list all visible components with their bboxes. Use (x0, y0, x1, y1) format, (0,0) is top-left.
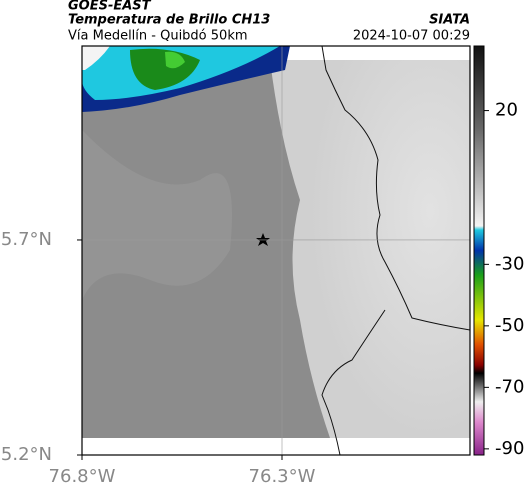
clear-patch (82, 46, 110, 70)
y-tick-label: 5.2°N (1, 444, 52, 465)
colorbar-tick-label: -50 (495, 315, 524, 336)
colorbar-tick-label: -30 (495, 253, 524, 274)
colorbar-tick-label: -90 (495, 438, 524, 459)
route: Vía Medellín - Quibdó 50km (68, 29, 248, 44)
warm-area (270, 60, 470, 438)
colorbar (473, 45, 485, 456)
satellite: GOES-EAST (68, 0, 152, 14)
coldest-core-inner (165, 51, 185, 69)
map-frame (81, 45, 471, 456)
x-tick-label: 76.3°W (249, 466, 316, 487)
border-line (321, 45, 471, 456)
source: SIATA (429, 13, 470, 28)
cloud-texture (82, 130, 232, 300)
x-tick-label: 76.8°W (49, 466, 116, 487)
satellite-image (82, 45, 471, 456)
colorbar-tick-label: -70 (495, 376, 524, 397)
y-tick-label: 5.7°N (1, 229, 52, 250)
timestamp: 2024-10-07 00:29 (353, 29, 470, 44)
product: Temperatura de Brillo CH13 (68, 13, 270, 28)
axes: 76.8°W 76.3°W 5.2°N 5.7°N 20 -30 -50 -70 -90 (1, 46, 524, 487)
location-star (256, 233, 270, 246)
colorbar-tick-label: 20 (495, 100, 518, 121)
